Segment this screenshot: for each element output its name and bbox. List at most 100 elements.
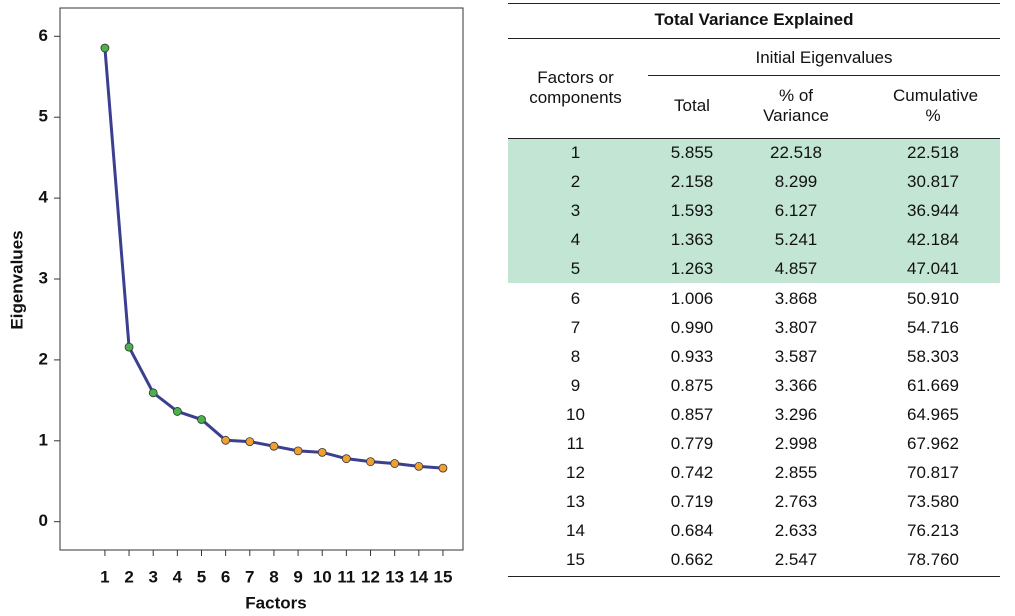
table-cell: 5.241 — [774, 230, 818, 250]
x-tick-label: 1 — [100, 567, 109, 586]
point — [221, 435, 231, 445]
group-header: Initial Eigenvalues — [755, 48, 893, 67]
table-cell: 3 — [570, 201, 581, 221]
table-cell: 3.296 — [774, 404, 818, 424]
highlight — [508, 139, 1000, 283]
table-cell: 0.857 — [670, 404, 714, 424]
table-cell: 47.041 — [907, 259, 959, 279]
table-title: Total Variance Explained — [654, 10, 854, 29]
table-cell: 12 — [566, 463, 585, 483]
point — [414, 461, 424, 471]
table-cell: 54.716 — [907, 317, 959, 337]
table-cell: 15 — [566, 550, 585, 570]
table-cell: 0.742 — [670, 463, 714, 483]
column-header: % of Variance — [763, 86, 829, 125]
x-tick-label: 3 — [148, 567, 157, 586]
y-tick-label: 1 — [39, 430, 48, 449]
x-tick-label: 11 — [337, 567, 355, 586]
table-cell: 3.807 — [774, 317, 818, 337]
rule — [648, 75, 1000, 76]
table-cell: 0.933 — [670, 346, 714, 366]
table-cell: 6.127 — [774, 201, 818, 221]
x-tick-label: 6 — [221, 567, 230, 586]
table-cell: 13 — [566, 492, 585, 512]
table-cell: 50.910 — [907, 288, 959, 308]
table-cell: 0.875 — [670, 375, 714, 395]
x-axis-label: Factors — [245, 593, 306, 612]
rule — [508, 38, 1000, 39]
table-cell: 8.299 — [774, 172, 818, 192]
x-tick-label: 7 — [245, 567, 254, 586]
point — [245, 437, 255, 447]
table-cell: 8 — [570, 346, 581, 366]
table-cell: 2.763 — [774, 492, 818, 512]
point — [100, 43, 110, 53]
table-cell: 1.006 — [670, 288, 714, 308]
x-tick-label: 13 — [385, 567, 404, 586]
x-tick-label: 5 — [197, 567, 206, 586]
table-cell: 22.518 — [907, 143, 959, 162]
table-cell: 0.684 — [670, 521, 714, 541]
table-cell: 1.593 — [670, 201, 714, 221]
x-tick-label: 10 — [313, 567, 332, 586]
table-cell: 7 — [570, 317, 581, 337]
table-cell: 3.366 — [774, 375, 818, 395]
point — [172, 407, 182, 416]
y-tick-label: 6 — [39, 26, 48, 45]
y-tick-label: 0 — [39, 511, 48, 530]
point — [293, 446, 303, 456]
column-header: Cumulative % — [893, 86, 979, 125]
table-cell: 78.760 — [907, 550, 959, 570]
table-cell: 10 — [566, 404, 585, 424]
table-cell: 2.998 — [774, 434, 818, 453]
point — [197, 415, 206, 424]
table-cell: 73.580 — [907, 492, 959, 512]
table-cell: 9 — [570, 375, 581, 395]
table-cell: 76.213 — [907, 521, 959, 541]
point — [269, 441, 279, 451]
table-cell: 1.363 — [670, 230, 714, 250]
table-cell: 70.817 — [907, 463, 959, 483]
table-cell: 64.965 — [907, 404, 959, 424]
table-cell: 6 — [570, 288, 581, 308]
point — [366, 457, 375, 467]
x-tick-label: 15 — [433, 567, 452, 586]
y-tick-label: 4 — [39, 188, 49, 207]
table-cell: 2.855 — [774, 463, 818, 483]
table-cell: 0.779 — [670, 434, 714, 453]
table-cell: 1.263 — [670, 259, 714, 279]
table-cell: 36.944 — [907, 201, 959, 221]
rule — [508, 576, 1000, 577]
point — [148, 388, 158, 398]
rule — [508, 3, 1000, 4]
table-cell: 22.518 — [770, 143, 822, 162]
y-axis-label: Eigenvalues — [7, 230, 26, 329]
table-cell: 0.990 — [670, 317, 714, 337]
point — [341, 454, 351, 464]
column-header: Factors or components — [529, 68, 622, 107]
x-tick-label: 8 — [269, 567, 278, 586]
table-cell: 11 — [566, 434, 585, 453]
x-tick-label: 4 — [173, 567, 183, 586]
table-cell: 0.719 — [670, 492, 714, 512]
table-cell: 2.158 — [670, 172, 714, 192]
x-tick-label: 12 — [361, 567, 380, 586]
table-cell: 2.547 — [774, 550, 818, 570]
point — [438, 463, 448, 473]
x-tick-label: 9 — [293, 567, 302, 586]
table-cell: 3.587 — [774, 346, 818, 366]
table-cell: 0.662 — [670, 550, 714, 570]
table-cell: 67.962 — [907, 434, 959, 453]
table-cell: 2 — [570, 172, 581, 192]
table-cell: 1 — [570, 143, 581, 162]
variance-table: Total Variance Explained Initial Eigenva… — [508, 0, 1000, 616]
column-header: Total — [674, 96, 710, 115]
plot-frame — [59, 7, 464, 551]
rule — [508, 138, 1000, 139]
table-cell: 5.855 — [670, 143, 714, 162]
table-cell: 42.184 — [907, 230, 959, 250]
table-cell: 2.633 — [774, 521, 818, 541]
point — [317, 447, 327, 457]
